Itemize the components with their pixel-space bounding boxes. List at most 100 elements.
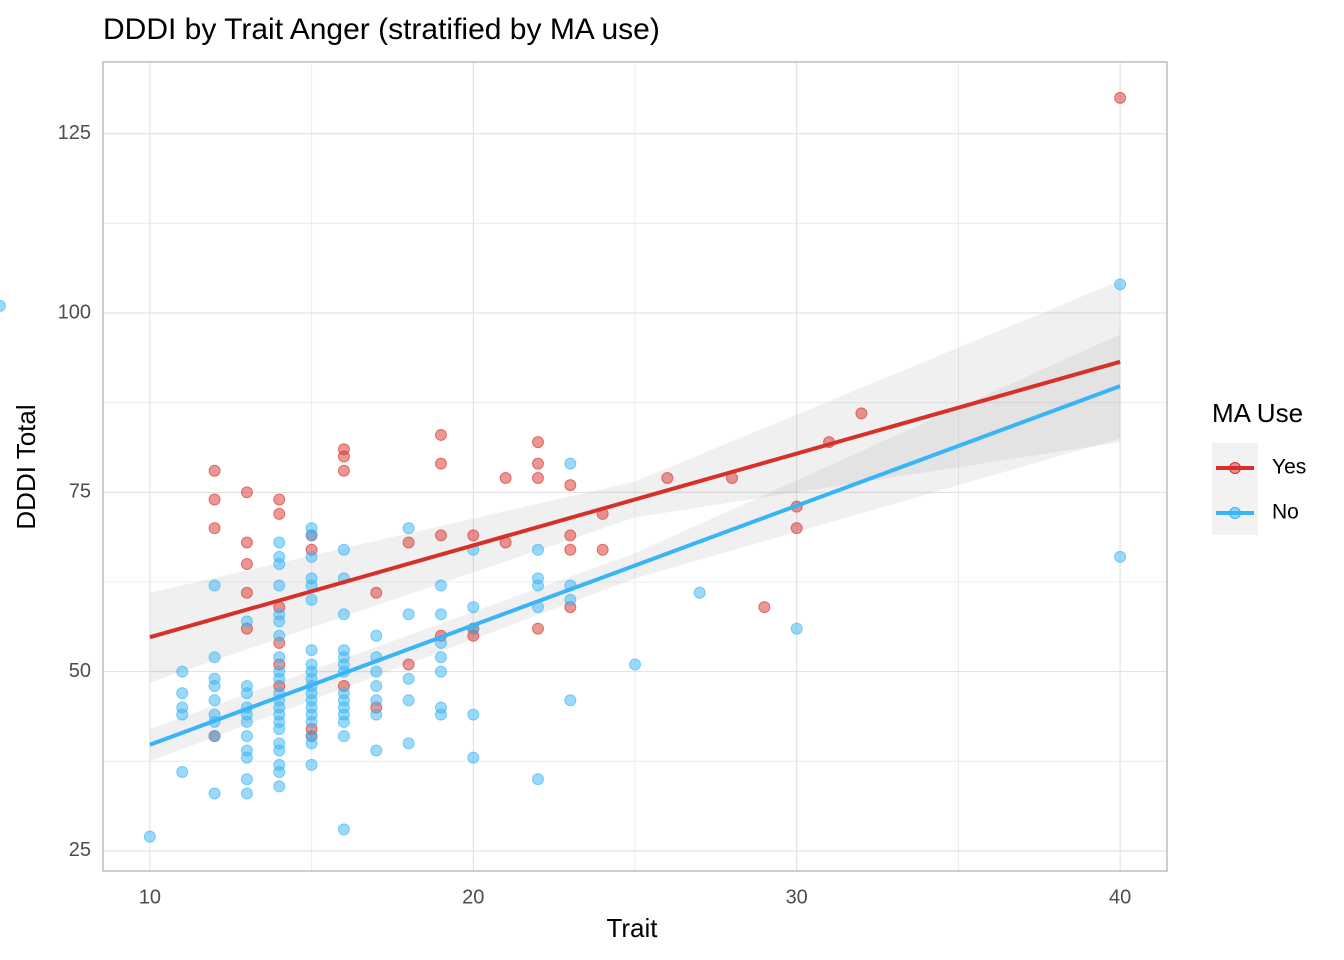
x-axis-label: Trait	[606, 913, 658, 943]
data-point	[434, 651, 447, 664]
data-point	[337, 730, 350, 743]
data-point	[273, 558, 286, 571]
data-point	[240, 687, 253, 700]
data-point	[531, 622, 544, 635]
data-point	[402, 737, 415, 750]
data-point	[1114, 278, 1127, 291]
data-point	[305, 529, 318, 542]
data-point	[531, 436, 544, 449]
data-point	[758, 601, 771, 614]
data-point	[370, 629, 383, 642]
data-point	[240, 536, 253, 549]
data-point	[434, 457, 447, 470]
data-point	[240, 558, 253, 571]
data-point	[564, 479, 577, 492]
data-point	[337, 450, 350, 463]
data-point	[564, 593, 577, 606]
data-point	[1114, 550, 1127, 563]
data-point	[467, 601, 480, 614]
data-point	[305, 593, 318, 606]
data-point	[370, 744, 383, 757]
data-point	[208, 694, 221, 707]
data-point	[273, 615, 286, 628]
data-point	[240, 586, 253, 599]
data-point	[337, 823, 350, 836]
data-point	[240, 715, 253, 728]
data-point	[434, 708, 447, 721]
data-point	[305, 715, 318, 728]
x-tick-label: 20	[462, 886, 484, 908]
data-point	[564, 457, 577, 470]
data-point	[564, 543, 577, 556]
data-point	[629, 658, 641, 671]
data-point	[208, 464, 221, 477]
y-axis-label: DDDI Total	[11, 404, 41, 529]
data-point	[208, 522, 221, 535]
data-point	[208, 679, 221, 692]
data-point	[176, 665, 189, 678]
x-tick-label: 40	[1109, 886, 1131, 908]
data-point	[434, 579, 447, 592]
y-tick-label: 25	[69, 839, 91, 861]
trend-line	[149, 359, 1121, 640]
y-tick-label: 100	[58, 301, 91, 323]
data-point	[208, 730, 221, 743]
data-point	[305, 737, 318, 750]
data-point	[273, 744, 286, 757]
data-point	[531, 543, 544, 556]
data-point	[661, 471, 674, 484]
data-point	[273, 672, 286, 685]
data-point	[208, 787, 221, 800]
data-point	[790, 622, 803, 635]
data-point	[434, 529, 447, 542]
data-point	[531, 471, 544, 484]
data-point	[273, 780, 286, 793]
data-point	[273, 579, 286, 592]
data-point	[176, 766, 189, 779]
data-point	[467, 751, 480, 764]
x-tick-label: 30	[786, 886, 808, 908]
y-tick-label: 50	[69, 660, 91, 682]
data-point	[402, 522, 415, 535]
legend-marker	[1229, 462, 1241, 474]
legend-label: No	[1272, 501, 1299, 524]
data-point	[402, 608, 415, 621]
data-point	[240, 730, 253, 743]
data-point	[434, 608, 447, 621]
data-point	[0, 299, 6, 312]
data-point	[370, 708, 383, 721]
panel-border	[102, 61, 1168, 872]
data-point	[434, 428, 447, 441]
data-point	[564, 694, 577, 707]
data-point	[176, 708, 189, 721]
data-point	[273, 629, 286, 642]
data-point	[305, 550, 318, 563]
data-point	[240, 751, 253, 764]
data-point	[273, 507, 286, 520]
legend-title: MA Use	[1212, 398, 1303, 428]
data-point	[531, 773, 544, 786]
data-point	[176, 687, 189, 700]
data-point	[1114, 91, 1127, 104]
data-point	[273, 493, 286, 506]
data-point	[305, 758, 318, 771]
data-point	[467, 529, 480, 542]
data-point	[693, 586, 706, 599]
data-point	[370, 694, 383, 707]
data-point	[337, 464, 350, 477]
data-point	[337, 608, 350, 621]
data-point	[402, 694, 415, 707]
data-point	[531, 579, 544, 592]
data-point	[370, 679, 383, 692]
data-point	[370, 665, 383, 678]
y-tick-label: 75	[69, 481, 91, 503]
legend-label: Yes	[1272, 456, 1306, 479]
data-point	[337, 715, 350, 728]
data-point	[370, 586, 383, 599]
data-point	[564, 529, 577, 542]
data-point	[208, 651, 221, 664]
data-point	[240, 615, 253, 628]
data-point	[273, 651, 286, 664]
y-tick-label: 125	[58, 122, 91, 144]
